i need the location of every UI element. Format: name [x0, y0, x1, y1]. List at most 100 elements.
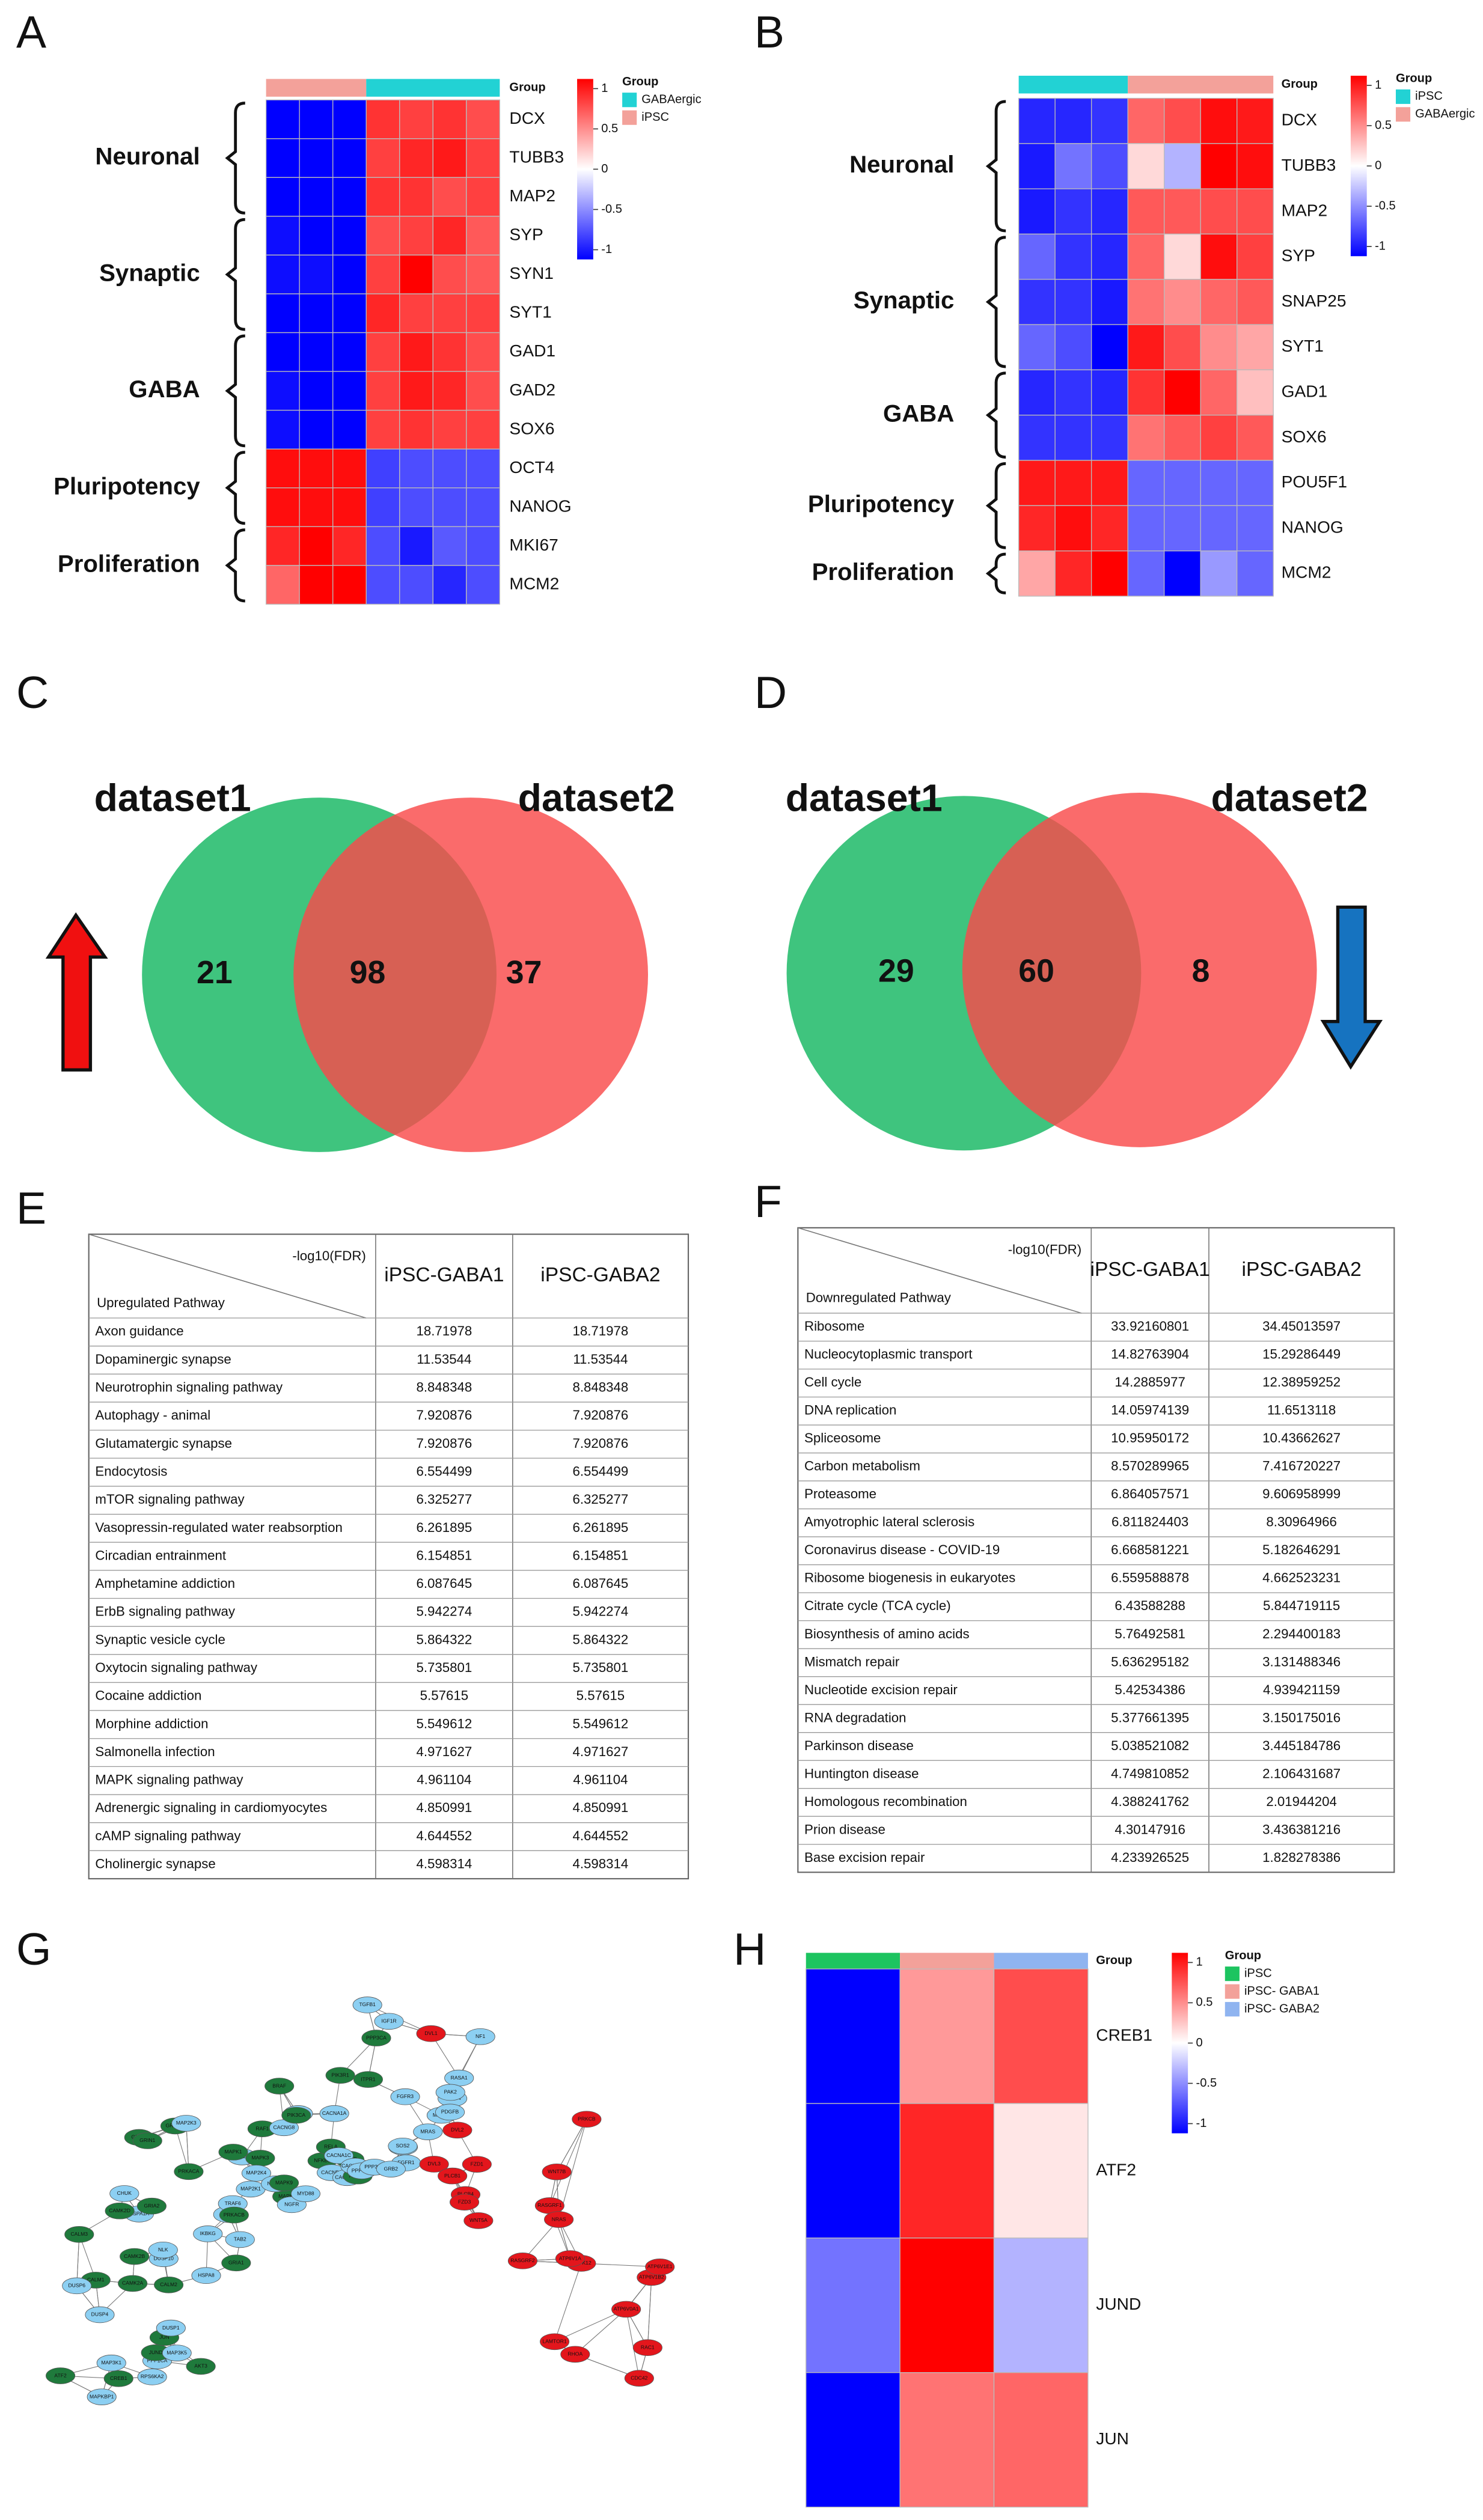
legend-title: Group — [622, 75, 658, 88]
heatmap-cell — [432, 99, 467, 139]
heatmap-cell — [332, 371, 367, 411]
legend-swatch — [1225, 1984, 1240, 1999]
network-node-label: CACNB2 — [321, 2169, 342, 2175]
table-cell: 5.942274 — [573, 1604, 629, 1619]
heatmap-cell — [1200, 188, 1238, 235]
table-cell: 4.971627 — [573, 1744, 629, 1759]
row-label: POU5F1 — [1282, 472, 1347, 491]
network-node-label: CACNA1A — [322, 2110, 347, 2116]
network-node-label: NRAS — [552, 2216, 566, 2222]
table-cell: DNA replication — [804, 1403, 896, 1418]
network-node — [353, 2071, 383, 2088]
network-node-label: MAPK9 — [275, 2179, 293, 2185]
table-cell: Amyotrophic lateral sclerosis — [804, 1515, 974, 1530]
table-cell: Biosynthesis of amino acids — [804, 1626, 970, 1641]
network-node — [219, 2206, 249, 2224]
table-cell: 4.971627 — [416, 1744, 472, 1759]
colorbar-tick-label: -0.5 — [601, 203, 622, 216]
group-bar — [994, 1953, 1088, 1969]
network-edge — [647, 2277, 652, 2348]
network-node-label: CACNG8 — [274, 2125, 295, 2131]
table-cell: 8.848348 — [416, 1380, 472, 1395]
row-label: NANOG — [509, 496, 571, 515]
network-node — [87, 2388, 117, 2405]
network-node — [361, 2030, 391, 2046]
heatmap-cell — [299, 371, 334, 411]
network-node-label: FZD1 — [471, 2161, 484, 2167]
network-node-label: RASGRF1 — [537, 2202, 562, 2208]
row-label: SYT1 — [509, 303, 551, 322]
heatmap-cell — [466, 487, 501, 527]
legend-swatch — [622, 93, 637, 108]
group-bar — [806, 1953, 901, 1969]
network-node — [132, 2132, 162, 2149]
heatmap-cell — [365, 448, 400, 489]
table-cell: 9.606958999 — [1262, 1486, 1341, 1501]
network-node-label: MAPK1 — [225, 2149, 242, 2155]
table-cell: Ribosome — [804, 1319, 864, 1334]
category-bracket — [225, 528, 245, 603]
network-node-label: DVL1 — [424, 2030, 438, 2036]
network-node-label: IGF1R — [381, 2018, 396, 2024]
network-node — [290, 2185, 320, 2202]
heatmap-cell — [432, 487, 467, 527]
network-node-label: RHOA — [567, 2351, 582, 2357]
row-label: TUBB3 — [509, 147, 564, 166]
category-bracket — [225, 334, 245, 448]
table-cell: 4.850991 — [573, 1800, 629, 1815]
legend-swatch — [1395, 89, 1411, 104]
heatmap-cell — [265, 216, 300, 256]
network-node — [96, 2354, 126, 2372]
network-node-label: LAMTOR1 — [542, 2338, 567, 2345]
legend-swatch — [1225, 2002, 1240, 2017]
colorbar-tick-label: 1 — [1375, 78, 1381, 91]
table-cell: 8.30964966 — [1266, 1515, 1337, 1530]
colorbar-tick-label: 1 — [601, 82, 608, 95]
category-label: Neuronal — [849, 151, 954, 178]
table-cell: 6.261895 — [573, 1520, 629, 1535]
heatmap-cell — [365, 177, 400, 217]
heatmap-cell — [399, 293, 433, 334]
network-node-label: FGFR3 — [397, 2093, 414, 2099]
colorbar — [1350, 76, 1367, 257]
network-node-label: BRAF — [272, 2082, 286, 2088]
heatmap-cell — [265, 487, 300, 527]
network-node — [64, 2226, 94, 2243]
network-node — [465, 2028, 495, 2045]
heatmap-cell — [1090, 97, 1128, 144]
heatmap-cell — [399, 254, 433, 294]
heatmap-cell — [1054, 279, 1092, 325]
network-node — [376, 2161, 406, 2177]
table-cell: 1.828278386 — [1262, 1850, 1341, 1865]
heatmap-cell — [1018, 505, 1056, 552]
table-cell: 14.2885977 — [1115, 1374, 1185, 1390]
network-node — [225, 2231, 255, 2248]
table-cell: 8.848348 — [573, 1380, 629, 1395]
group-bar — [1018, 76, 1128, 94]
heatmap-cell — [1018, 97, 1056, 144]
network-node-label: RELA — [324, 2144, 338, 2150]
heatmap-cell — [1237, 505, 1274, 552]
table-cell: Adrenergic signaling in cardiomyocytes — [95, 1800, 327, 1815]
heatmap-cell — [1164, 369, 1201, 416]
table-cell: Homologous recombination — [804, 1794, 967, 1809]
network-node-label: NF1 — [475, 2033, 485, 2039]
category-bracket — [985, 236, 1006, 368]
heatmap-cell — [1237, 324, 1274, 371]
category-bracket — [985, 100, 1006, 233]
group-bar — [366, 79, 500, 97]
table-cell: 7.920876 — [573, 1436, 629, 1451]
network-node — [507, 2253, 537, 2269]
heatmap-cell — [1164, 188, 1201, 235]
network-node-label: TRAF6 — [225, 2200, 241, 2206]
row-label: SOX6 — [509, 419, 554, 438]
heatmap-cell — [1200, 143, 1238, 189]
table-cell: 6.554499 — [416, 1463, 472, 1478]
category-bracket — [225, 451, 245, 525]
heatmap-cell — [1237, 369, 1274, 416]
row-label: MKI67 — [509, 535, 558, 554]
panel-letter: F — [754, 1176, 782, 1227]
network-node-label: MAPKBP1 — [90, 2393, 114, 2399]
table-cell: 4.644552 — [573, 1828, 629, 1843]
network-node-label: AKT3 — [194, 2363, 207, 2369]
